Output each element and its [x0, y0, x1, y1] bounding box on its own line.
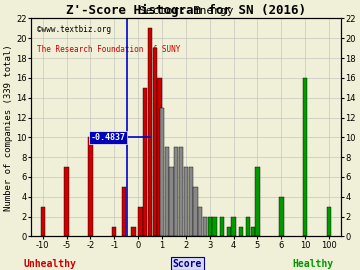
Bar: [327, 207, 331, 237]
Text: The Research Foundation of SUNY: The Research Foundation of SUNY: [37, 45, 180, 53]
Bar: [138, 207, 143, 237]
Bar: [157, 78, 162, 237]
Bar: [160, 108, 164, 237]
Text: Unhealthy: Unhealthy: [24, 259, 77, 269]
Bar: [208, 217, 212, 237]
Bar: [165, 147, 169, 237]
Bar: [239, 227, 243, 237]
Bar: [131, 227, 135, 237]
Bar: [193, 187, 198, 237]
Title: Z'-Score Histogram for SN (2016): Z'-Score Histogram for SN (2016): [66, 4, 306, 17]
Bar: [279, 197, 284, 237]
Bar: [143, 88, 148, 237]
Bar: [148, 28, 152, 237]
Bar: [246, 217, 250, 237]
Bar: [153, 48, 157, 237]
Bar: [122, 187, 126, 237]
Text: ©www.textbiz.org: ©www.textbiz.org: [37, 25, 111, 34]
Text: Sector: Energy: Sector: Energy: [139, 6, 233, 16]
Bar: [255, 167, 260, 237]
Bar: [220, 217, 224, 237]
Bar: [170, 167, 174, 237]
Bar: [227, 227, 231, 237]
Bar: [212, 217, 217, 237]
Text: Healthy: Healthy: [293, 259, 334, 269]
Bar: [184, 167, 188, 237]
Bar: [64, 167, 69, 237]
Bar: [41, 207, 45, 237]
Bar: [203, 217, 207, 237]
Bar: [112, 227, 116, 237]
Text: -0.4837: -0.4837: [90, 133, 125, 142]
Bar: [88, 137, 93, 237]
Bar: [303, 78, 307, 237]
Bar: [231, 217, 236, 237]
Y-axis label: Number of companies (339 total): Number of companies (339 total): [4, 44, 13, 211]
Bar: [251, 227, 255, 237]
Bar: [174, 147, 179, 237]
Bar: [189, 167, 193, 237]
Bar: [198, 207, 202, 237]
Text: Score: Score: [172, 259, 202, 269]
Bar: [179, 147, 183, 237]
